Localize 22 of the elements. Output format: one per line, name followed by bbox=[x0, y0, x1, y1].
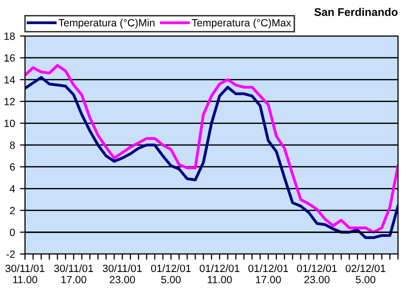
y-tick-label: 6 bbox=[10, 163, 15, 171]
y-tick-label: 12 bbox=[4, 98, 15, 106]
y-tick-label: 16 bbox=[4, 54, 15, 62]
y-tick-label: 4 bbox=[10, 185, 15, 192]
legend-label: Temperatura (°C)Min bbox=[58, 18, 154, 29]
y-tick-label: 0 bbox=[10, 228, 15, 236]
y-tick-label: 8 bbox=[10, 142, 15, 149]
y-tick-label: 14 bbox=[4, 76, 15, 84]
x-tick-label: 30/11/01 11.00 bbox=[6, 264, 44, 284]
x-tick-label: 01/12/01 5.00 bbox=[151, 264, 191, 284]
y-tick-label: -2 bbox=[6, 250, 15, 258]
y-tick-label: 10 bbox=[4, 120, 15, 128]
x-tick-label: 02/12/01 5.00 bbox=[346, 264, 386, 284]
x-tick-label: 30/11/01 17.00 bbox=[54, 264, 94, 284]
legend-label: Temperatura (°C)Max bbox=[192, 18, 292, 29]
y-tick-label: 18 bbox=[4, 32, 15, 40]
x-tick-label: 01/12/01 23.00 bbox=[297, 264, 337, 284]
x-tick-label: 30/11/01 23.00 bbox=[102, 264, 142, 284]
x-tick-label: 01/12/01 17.00 bbox=[248, 264, 288, 284]
chart-title: San Ferdinando bbox=[314, 8, 398, 16]
x-tick-label: 01/12/01 11.00 bbox=[200, 264, 240, 284]
y-tick-label: 2 bbox=[10, 206, 15, 214]
